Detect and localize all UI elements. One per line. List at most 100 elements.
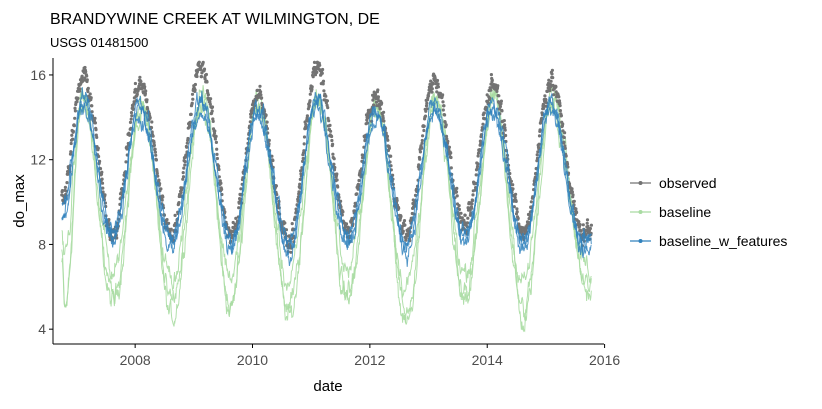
- x-tick-label: 2012: [354, 352, 385, 368]
- observed-point: [322, 89, 326, 93]
- observed-point: [372, 103, 376, 107]
- observed-point: [312, 60, 317, 64]
- observed-point: [264, 113, 268, 117]
- observed-point: [215, 147, 219, 151]
- observed-point: [274, 184, 278, 188]
- observed-point: [503, 126, 507, 130]
- observed-point: [73, 116, 77, 120]
- observed-point: [308, 92, 312, 96]
- observed-point: [96, 146, 100, 150]
- observed-point: [181, 177, 185, 181]
- observed-point: [186, 136, 190, 141]
- x-tick-label: 2014: [472, 352, 503, 368]
- observed-point: [302, 149, 306, 153]
- observed-point: [542, 106, 546, 110]
- observed-point: [361, 153, 365, 157]
- observed-point: [471, 193, 475, 197]
- baseline-w-features-line-0: [61, 99, 592, 267]
- observed-point: [134, 87, 138, 91]
- observed-point: [93, 116, 97, 120]
- observed-point: [578, 223, 582, 227]
- observed-point: [197, 60, 201, 64]
- observed-point: [71, 137, 75, 141]
- observed-point: [335, 172, 339, 176]
- observed-point: [302, 135, 307, 139]
- observed-point: [65, 181, 69, 185]
- observed-point: [558, 104, 562, 108]
- observed-point: [423, 114, 428, 118]
- observed-point: [424, 104, 429, 108]
- observed-point: [155, 171, 159, 175]
- observed-point: [332, 157, 336, 161]
- x-tick-label: 2016: [589, 352, 620, 368]
- observed-point: [436, 85, 440, 89]
- observed-point: [389, 154, 393, 158]
- observed-point: [436, 82, 440, 86]
- observed-point: [382, 119, 386, 123]
- observed-point: [69, 141, 73, 146]
- observed-point: [585, 218, 590, 222]
- observed-point: [403, 223, 407, 227]
- observed-point: [321, 82, 325, 86]
- observed-point: [302, 142, 306, 146]
- observed-point: [550, 72, 554, 76]
- observed-point: [570, 190, 575, 194]
- observed-point: [290, 222, 294, 226]
- observed-point: [301, 156, 305, 161]
- observed-point: [78, 89, 82, 93]
- observed-point: [509, 179, 513, 183]
- observed-point: [570, 187, 574, 191]
- observed-point: [315, 70, 319, 74]
- observed-point: [387, 146, 391, 150]
- observed-point: [435, 78, 440, 83]
- observed-point: [447, 145, 451, 149]
- observed-point: [223, 210, 227, 214]
- observed-point: [355, 192, 359, 196]
- observed-point: [558, 101, 562, 105]
- observed-point: [427, 91, 431, 95]
- observed-point: [259, 93, 263, 97]
- observed-point: [402, 219, 407, 223]
- observed-point: [445, 137, 449, 141]
- observed-point: [153, 150, 157, 154]
- observed-point: [429, 84, 433, 88]
- observed-point: [512, 205, 516, 209]
- observed-point: [488, 96, 492, 100]
- observed-point: [239, 187, 243, 191]
- observed-point: [265, 120, 269, 124]
- observed-point: [325, 99, 329, 103]
- observed-point: [478, 139, 482, 143]
- observed-point: [217, 164, 221, 168]
- observed-point: [215, 152, 219, 156]
- observed-point: [230, 229, 234, 234]
- observed-point: [371, 98, 375, 102]
- observed-point: [143, 85, 147, 89]
- observed-point: [190, 92, 195, 96]
- observed-point: [514, 192, 518, 196]
- observed-point: [73, 109, 77, 113]
- observed-point: [473, 188, 477, 192]
- observed-point: [503, 128, 507, 132]
- observed-point: [454, 190, 459, 194]
- observed-point: [499, 99, 503, 103]
- observed-point: [537, 134, 542, 138]
- observed-point: [381, 116, 385, 120]
- observed-point: [444, 123, 448, 127]
- observed-point: [142, 82, 146, 86]
- observed-point: [320, 71, 324, 75]
- observed-point: [78, 87, 82, 91]
- baseline-w-features-line-2: [61, 87, 592, 253]
- series-observed: [60, 60, 594, 254]
- observed-point: [575, 210, 579, 215]
- observed-point: [538, 128, 542, 132]
- observed-point: [86, 89, 90, 94]
- chart-subtitle: USGS 01481500: [50, 35, 148, 50]
- observed-point: [161, 195, 165, 199]
- observed-point: [425, 107, 429, 111]
- observed-point: [554, 85, 558, 89]
- legend-key-point: [638, 181, 643, 185]
- observed-point: [237, 206, 241, 210]
- x-axis-ticks: 2008 2010 2012 2014 2016: [120, 344, 620, 368]
- observed-point: [80, 74, 84, 78]
